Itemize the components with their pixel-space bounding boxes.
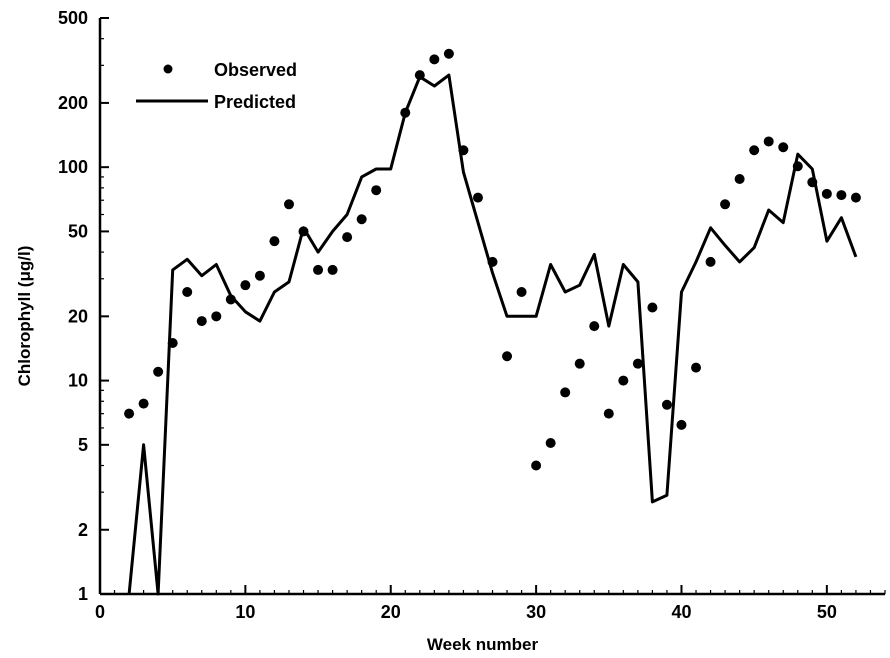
observed-point — [269, 236, 280, 247]
observed-point — [138, 398, 149, 409]
observed-point — [574, 358, 585, 369]
y-tick-label: 1 — [78, 584, 88, 604]
x-tick-label: 0 — [95, 602, 105, 622]
observed-point — [705, 256, 716, 267]
observed-point — [632, 358, 643, 369]
observed-point — [545, 437, 556, 448]
observed-point — [182, 287, 193, 298]
y-tick-label: 500 — [58, 8, 88, 28]
y-tick-label: 200 — [58, 93, 88, 113]
observed-point — [850, 192, 861, 203]
observed-point — [153, 366, 164, 377]
observed-point — [298, 226, 309, 237]
plot-area — [124, 48, 861, 596]
y-tick-label: 10 — [68, 371, 88, 391]
observed-point — [327, 264, 338, 275]
y-tick-label: 5 — [78, 435, 88, 455]
observed-point — [821, 188, 832, 199]
observed-point — [240, 280, 251, 291]
observed-point — [211, 311, 222, 322]
observed-point — [749, 145, 760, 156]
legend: Observed Predicted — [136, 60, 297, 112]
y-tick-label: 50 — [68, 221, 88, 241]
observed-point — [124, 408, 135, 419]
legend-observed-marker — [163, 64, 173, 74]
observed-point — [254, 270, 265, 281]
observed-point — [516, 287, 527, 298]
predicted-series-line — [127, 73, 858, 596]
x-tick-label: 40 — [671, 602, 691, 622]
observed-point — [836, 190, 847, 201]
observed-point — [414, 70, 425, 81]
observed-point — [560, 387, 571, 398]
observed-point — [443, 48, 454, 59]
observed-point — [720, 199, 731, 210]
observed-point — [196, 316, 207, 327]
observed-point — [647, 302, 658, 313]
observed-point — [603, 408, 614, 419]
y-tick-label: 20 — [68, 306, 88, 326]
observed-point — [778, 142, 789, 153]
observed-point — [356, 214, 367, 225]
observed-point — [691, 362, 702, 373]
chart-ticks: 0 10 20 30 40 50 1 2 5 10 20 50 100 200 500 — [58, 8, 886, 622]
observed-point — [734, 174, 745, 185]
x-tick-label: 20 — [381, 602, 401, 622]
observed-point — [429, 54, 440, 65]
observed-point — [807, 177, 818, 188]
observed-point — [225, 294, 236, 305]
y-tick-label: 100 — [58, 157, 88, 177]
observed-point — [792, 161, 803, 172]
observed-point — [283, 199, 294, 210]
observed-point — [531, 460, 542, 471]
observed-point — [342, 232, 353, 243]
x-axis-label: Week number — [427, 635, 539, 654]
x-tick-label: 30 — [526, 602, 546, 622]
observed-point — [661, 399, 672, 410]
y-axis-label: Chlorophyll (μg/l) — [15, 246, 34, 387]
x-tick-label: 10 — [235, 602, 255, 622]
observed-point — [502, 351, 513, 362]
observed-point — [400, 107, 411, 118]
observed-point — [167, 338, 178, 349]
observed-point — [458, 145, 469, 156]
x-tick-label: 50 — [817, 602, 837, 622]
legend-observed-label: Observed — [214, 60, 297, 80]
observed-point — [472, 192, 483, 203]
observed-point — [676, 419, 687, 430]
observed-point — [371, 185, 382, 196]
observed-point — [313, 264, 324, 275]
observed-point — [487, 256, 498, 267]
observed-point — [763, 136, 774, 147]
y-tick-label: 2 — [78, 520, 88, 540]
observed-point — [618, 375, 629, 386]
observed-point — [589, 321, 600, 332]
legend-predicted-label: Predicted — [214, 92, 296, 112]
